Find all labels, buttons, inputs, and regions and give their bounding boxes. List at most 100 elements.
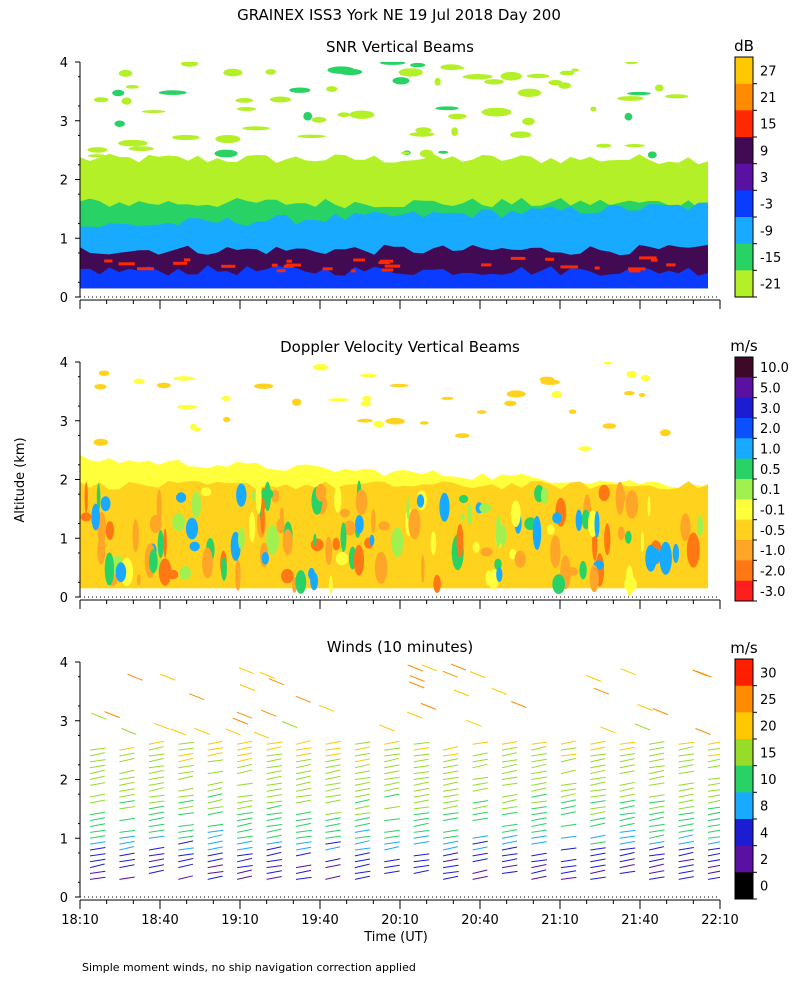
wind-barb xyxy=(413,812,430,816)
wind-barb xyxy=(89,782,106,786)
wind-barb xyxy=(148,858,165,863)
wind-barb xyxy=(590,788,606,792)
wind-barb xyxy=(232,717,248,725)
doppler-patch xyxy=(328,398,350,402)
wind-barb xyxy=(89,876,106,880)
wind-barb xyxy=(178,858,194,863)
wind-barb xyxy=(443,858,459,863)
doppler-patch xyxy=(532,515,542,550)
wind-barb xyxy=(619,858,635,863)
wind-barb xyxy=(531,864,547,869)
wind-barb xyxy=(590,817,606,822)
colorbar-swatch xyxy=(735,57,753,85)
wind-barb xyxy=(590,841,606,845)
colorbar-label: -0.5 xyxy=(760,524,785,539)
wind-barb xyxy=(266,834,282,839)
wind-barb xyxy=(590,852,606,857)
doppler-patch xyxy=(179,566,191,580)
doppler-patch xyxy=(238,527,245,550)
doppler-patch xyxy=(200,487,212,497)
wind-barb xyxy=(560,753,577,757)
wind-barb xyxy=(236,822,252,827)
wind-barb xyxy=(472,817,488,822)
wind-barb xyxy=(325,846,341,851)
wind-barb xyxy=(619,829,636,833)
wind-barb xyxy=(590,800,606,804)
wind-barb xyxy=(678,799,694,804)
y-tick-label: 0 xyxy=(60,591,68,606)
snr-patch xyxy=(215,135,241,143)
wind-barb xyxy=(466,719,482,727)
wind-barb xyxy=(237,817,253,822)
wind-barb xyxy=(649,805,665,810)
wind-barb xyxy=(119,864,135,869)
wind-barb xyxy=(590,764,606,769)
wind-barb xyxy=(648,863,664,869)
wind-barb xyxy=(325,799,341,804)
colorbar-label: 4 xyxy=(760,826,768,841)
colorbar-swatch xyxy=(735,397,753,419)
wind-barb xyxy=(649,823,665,827)
doppler-patch xyxy=(202,547,213,579)
wind-barb xyxy=(295,852,312,857)
wind-barb xyxy=(354,758,370,763)
colorbar-label: -3.0 xyxy=(760,585,785,600)
wind-barb xyxy=(295,876,312,880)
doppler-patch xyxy=(168,569,179,580)
wind-barb xyxy=(531,835,547,839)
wind-barb xyxy=(531,869,547,874)
wind-barb xyxy=(354,777,371,780)
wind-barb xyxy=(89,752,105,757)
doppler-patch xyxy=(624,576,637,593)
wind-barb xyxy=(236,875,253,880)
wind-barb xyxy=(325,875,341,880)
wind-barb xyxy=(384,864,400,869)
wind-barb xyxy=(501,769,518,775)
colorbar-swatch xyxy=(735,712,753,740)
doppler-patch xyxy=(640,531,645,553)
wind-barb xyxy=(207,829,224,833)
doppler-patch xyxy=(578,446,593,451)
wind-barb xyxy=(560,788,577,792)
wind-barb xyxy=(590,794,606,798)
wind-barb xyxy=(707,777,720,780)
wind-barb xyxy=(531,770,547,775)
doppler-patch xyxy=(276,518,285,534)
snr-patch xyxy=(311,116,327,123)
y-tick-label: 4 xyxy=(60,356,68,371)
doppler-patch xyxy=(176,404,198,410)
colorbar-label: 30 xyxy=(760,666,777,681)
wind-barb xyxy=(678,741,695,745)
wind-barb xyxy=(354,812,371,816)
snr-patch xyxy=(353,258,365,262)
wind-barb xyxy=(239,684,256,692)
wind-barb xyxy=(148,800,165,804)
doppler-patch xyxy=(547,524,555,535)
doppler-patch xyxy=(575,509,583,532)
doppler-patch xyxy=(456,524,464,558)
wind-barb xyxy=(295,740,311,745)
wind-barb xyxy=(649,853,665,857)
wind-barb xyxy=(678,787,694,792)
snr-panel: SNR Vertical Beams 0 1 2 3 4 dB 27 21 15 9 3 -3 -9 -15… xyxy=(60,37,781,309)
snr-layer xyxy=(80,265,708,289)
wind-barb xyxy=(413,776,430,780)
wind-barb xyxy=(678,759,695,763)
wind-barb xyxy=(501,840,518,845)
snr-patch xyxy=(628,267,646,271)
doppler-patch xyxy=(93,438,109,446)
snr-patch xyxy=(448,113,467,120)
wind-barb xyxy=(470,671,486,679)
doppler-patch xyxy=(312,364,329,371)
wind-barb xyxy=(325,740,341,745)
wind-barb xyxy=(384,841,400,845)
panel-title: SNR Vertical Beams xyxy=(326,38,474,56)
colorbar-label: 0.5 xyxy=(760,463,781,478)
wind-barb xyxy=(649,841,665,845)
doppler-patch xyxy=(105,521,115,540)
wind-barb xyxy=(442,781,459,786)
wind-barb xyxy=(413,793,429,798)
wind-barb xyxy=(560,858,577,863)
wind-barb xyxy=(89,847,106,851)
